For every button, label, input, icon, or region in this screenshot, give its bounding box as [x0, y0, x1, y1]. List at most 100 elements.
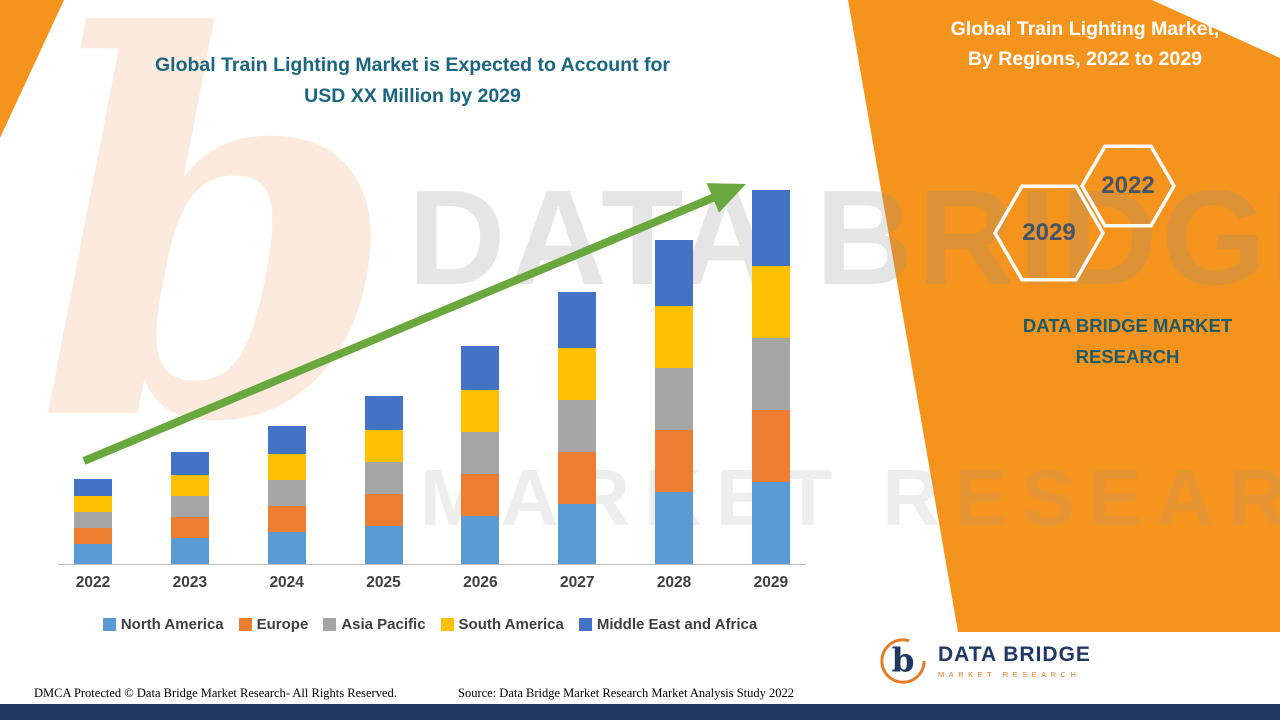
bar-segment-middle-east-and-africa	[558, 292, 597, 348]
bar-segment-europe	[364, 494, 403, 526]
company-logo-text: DATA BRIDGE MARKET RESEARCH	[938, 643, 1091, 679]
company-logo: b DATA BRIDGE MARKET RESEARCH	[878, 636, 1091, 686]
bar-column-2022	[58, 479, 128, 564]
bar-segment-south-america	[74, 496, 112, 512]
bar-segment-asia-pacific	[170, 496, 209, 517]
chart-title-line2: USD XX Million by 2029	[304, 85, 521, 108]
bar-stack	[74, 479, 112, 564]
bar-segment-south-america	[170, 475, 209, 496]
bar-segment-north-america	[74, 544, 112, 564]
x-axis-label: 2027	[559, 574, 595, 591]
x-axis-label: 2029	[753, 574, 789, 591]
legend-swatch	[578, 618, 592, 631]
company-logo-name: DATA BRIDGE	[938, 643, 1091, 666]
bar-segment-asia-pacific	[751, 338, 790, 410]
bar-segment-middle-east-and-africa	[751, 190, 790, 266]
bar-segment-europe	[461, 474, 500, 516]
legend-label: Europe	[256, 616, 309, 633]
legend-swatch	[102, 618, 116, 631]
bar-segment-north-america	[364, 526, 403, 564]
company-logo-mark: b	[880, 638, 926, 684]
bottom-accent-bar	[0, 704, 1280, 720]
bar-stack	[655, 240, 694, 564]
bar-segment-middle-east-and-africa	[461, 346, 500, 390]
bar-segment-europe	[655, 430, 694, 492]
bar-column-2023	[155, 452, 225, 564]
bar-segment-south-america	[751, 266, 790, 338]
legend-label: North America	[120, 616, 224, 633]
bar-stack	[751, 190, 790, 564]
legend-item-middle-east-and-africa: Middle East and Africa	[578, 616, 758, 633]
bar-segment-asia-pacific	[558, 400, 597, 452]
bar-segment-middle-east-and-africa	[170, 452, 209, 475]
stacked-bar-chart	[58, 190, 806, 565]
x-axis-label: 2025	[366, 574, 401, 591]
bar-column-2029	[736, 190, 806, 564]
right-panel-brand-line2: RESEARCH	[1075, 346, 1180, 368]
legend-item-asia-pacific: Asia Pacific	[323, 616, 426, 633]
x-axis-label: 2022	[75, 574, 111, 591]
bar-segment-north-america	[558, 504, 597, 564]
hexagon-2022-label: 2022	[1101, 172, 1155, 199]
bar-segment-north-america	[751, 482, 790, 564]
bar-segment-asia-pacific	[461, 432, 500, 474]
bar-segment-south-america	[461, 390, 500, 432]
x-axis-label: 2028	[656, 574, 692, 591]
bar-segment-asia-pacific	[267, 480, 306, 506]
bar-column-2024	[252, 426, 322, 564]
chart-legend: North America Europe Asia Pacific South Ame…	[28, 616, 832, 633]
bar-segment-europe	[267, 506, 306, 532]
source-notice: Source: Data Bridge Market Research Mark…	[458, 686, 795, 700]
bar-stack	[558, 292, 597, 564]
bar-stack	[170, 452, 209, 564]
legend-item-south-america: South America	[440, 616, 564, 633]
bar-segment-europe	[751, 410, 790, 482]
right-panel-title-line1: Global Train Lighting Market,	[950, 18, 1220, 40]
logo-circle	[880, 638, 926, 684]
x-axis-labels: 2022 2023 2024 2025 2026 2027 2028 2029	[58, 574, 806, 592]
right-panel-brand-text: DATA BRIDGE MARKET RESEARCH	[960, 310, 1280, 373]
bar-segment-south-america	[267, 454, 306, 480]
bar-segment-south-america	[364, 430, 403, 462]
hexagon-2029-outline	[992, 184, 1106, 282]
bar-segment-middle-east-and-africa	[364, 396, 403, 430]
x-axis-label: 2026	[463, 574, 498, 591]
bar-segment-middle-east-and-africa	[267, 426, 306, 454]
legend-label: Asia Pacific	[341, 616, 426, 633]
bar-segment-europe	[170, 517, 209, 538]
right-panel-title: Global Train Lighting Market, By Regions…	[905, 14, 1265, 74]
bar-column-2025	[349, 396, 419, 564]
bar-segment-north-america	[461, 516, 500, 564]
bar-column-2028	[639, 240, 709, 564]
right-panel-title-line2: By Regions, 2022 to 2029	[967, 48, 1203, 71]
logo-letter: b	[892, 641, 915, 680]
legend-item-europe: Europe	[238, 616, 309, 633]
bar-segment-europe	[558, 452, 597, 504]
hexagon-2029-label: 2029	[1022, 219, 1076, 246]
legend-label: South America	[458, 616, 564, 633]
bar-stack	[267, 426, 306, 564]
bar-stack	[364, 396, 403, 564]
bar-segment-asia-pacific	[364, 462, 403, 494]
bar-column-2027	[542, 292, 612, 564]
company-logo-subtitle: MARKET RESEARCH	[938, 670, 1081, 679]
bar-segment-middle-east-and-africa	[74, 479, 112, 496]
bar-segment-north-america	[170, 538, 209, 564]
bar-segment-asia-pacific	[74, 512, 112, 528]
right-panel-brand-line1: DATA BRIDGE MARKET	[1022, 315, 1233, 336]
bar-segment-north-america	[655, 492, 694, 564]
legend-swatch	[238, 618, 252, 631]
bar-segment-north-america	[267, 532, 306, 564]
x-axis-label: 2023	[172, 574, 208, 591]
legend-swatch	[323, 618, 337, 631]
bar-segment-south-america	[558, 348, 597, 400]
legend-item-north-america: North America	[102, 616, 224, 633]
chart-title-line1: Global Train Lighting Market is Expected…	[155, 54, 670, 76]
legend-label: Middle East and Africa	[596, 616, 758, 633]
hexagon-2022-outline	[1079, 144, 1177, 228]
bar-column-2026	[445, 346, 515, 564]
dmca-notice: DMCA Protected © Data Bridge Market Rese…	[34, 686, 397, 700]
bar-segment-asia-pacific	[655, 368, 694, 430]
bar-segment-middle-east-and-africa	[655, 240, 694, 306]
x-axis-label: 2024	[269, 574, 304, 591]
